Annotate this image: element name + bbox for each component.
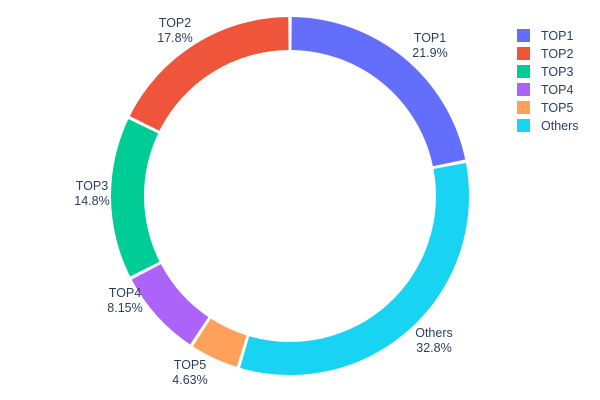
legend-item-top5[interactable]: TOP5: [514, 98, 594, 116]
legend-swatch-icon: [517, 101, 530, 114]
pie-slice-top3[interactable]: [110, 119, 160, 277]
legend-item-top3[interactable]: TOP3: [514, 62, 594, 80]
slice-label-top3: TOP3 14.8%: [74, 179, 109, 208]
slice-label-percent: 17.8%: [157, 31, 192, 45]
pie-slice-others[interactable]: [240, 162, 469, 375]
legend-label: TOP3: [541, 65, 573, 79]
slice-label-name: Others: [415, 326, 453, 340]
slice-label-percent: 14.8%: [74, 194, 109, 208]
slice-label-name: TOP5: [174, 358, 206, 372]
slice-label-name: TOP1: [414, 31, 446, 45]
legend-label: TOP5: [541, 101, 573, 115]
pie-slices-group: [110, 17, 469, 375]
pie-slice-top4[interactable]: [131, 264, 209, 345]
slice-label-percent: 8.15%: [107, 301, 142, 315]
legend-swatch-icon: [517, 119, 530, 132]
pie-slice-top2[interactable]: [129, 17, 289, 131]
slice-labels-group: TOP1 21.9% TOP2 17.8% TOP3 14.8% TOP4 8.15% TOP5…: [74, 16, 452, 387]
slice-label-name: TOP3: [76, 179, 108, 193]
legend-label: TOP1: [541, 29, 573, 43]
legend-swatch-icon: [517, 65, 530, 78]
slice-label-percent: 4.63%: [172, 373, 207, 387]
legend-item-others[interactable]: Others: [514, 116, 594, 134]
slice-label-top2: TOP2 17.8%: [157, 16, 192, 45]
legend-label: TOP4: [541, 83, 573, 97]
pie-slice-top1[interactable]: [291, 17, 466, 167]
legend-swatch-icon: [517, 47, 530, 60]
chart-legend[interactable]: TOP1 TOP2 TOP3 TOP4 TOP5 Others: [514, 26, 594, 134]
slice-label-percent: 32.8%: [416, 341, 451, 355]
legend-label: Others: [541, 119, 579, 133]
slice-label-name: TOP2: [159, 16, 191, 30]
slice-label-top5: TOP5 4.63%: [172, 358, 207, 387]
pie-slice-top5[interactable]: [192, 318, 247, 367]
slice-label-percent: 21.9%: [412, 46, 447, 60]
legend-swatch-icon: [517, 83, 530, 96]
slice-label-others: Others 32.8%: [415, 326, 453, 355]
legend-item-top2[interactable]: TOP2: [514, 44, 594, 62]
slice-label-top1: TOP1 21.9%: [412, 31, 447, 60]
legend-item-top1[interactable]: TOP1: [514, 26, 594, 44]
slice-label-top4: TOP4 8.15%: [107, 286, 142, 315]
slice-label-name: TOP4: [109, 286, 141, 300]
legend-item-top4[interactable]: TOP4: [514, 80, 594, 98]
legend-swatch-icon: [517, 29, 530, 42]
legend-label: TOP2: [541, 47, 573, 61]
